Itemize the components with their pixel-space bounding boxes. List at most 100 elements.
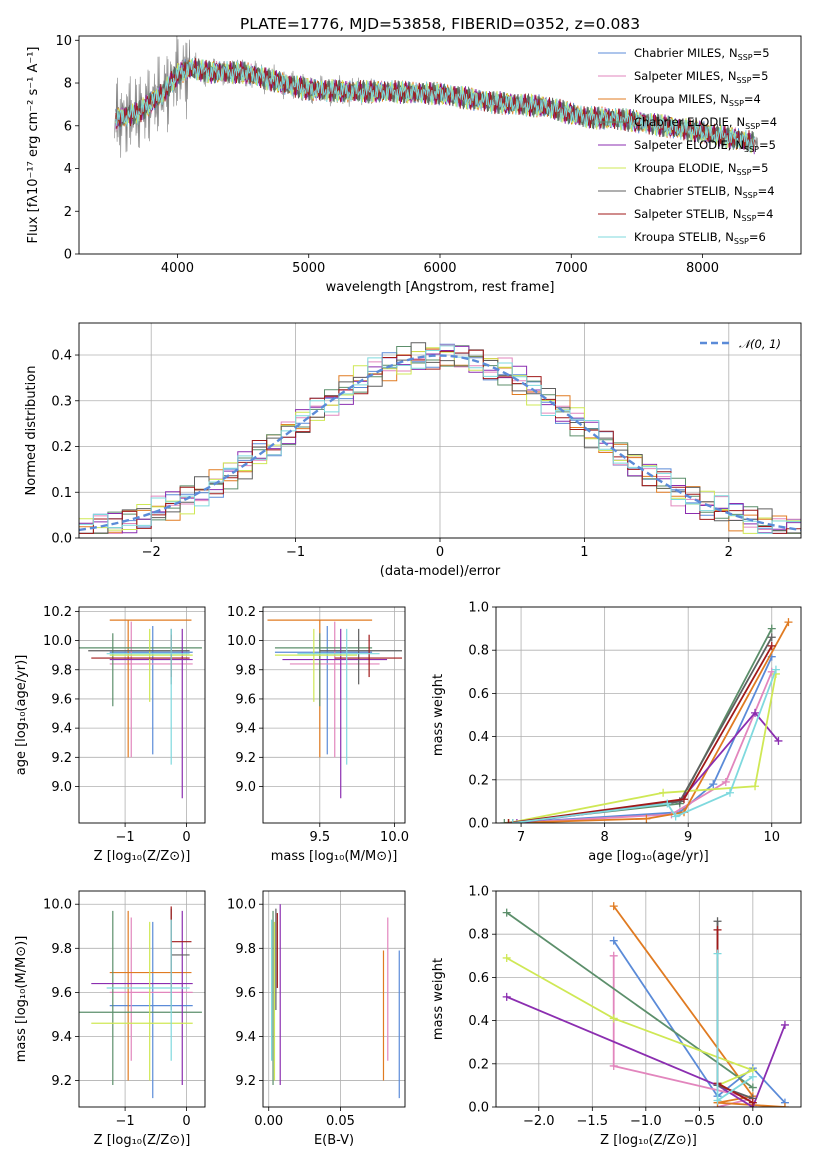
y-tick-label: 10.0 — [43, 898, 72, 913]
mass-weight-marker — [502, 992, 511, 1001]
mass-weight-marker — [500, 819, 509, 823]
legend-model-name: Kroupa STELIB, — [634, 230, 721, 244]
mass-weight-series-line — [612, 940, 786, 1104]
mass-weight-marker — [767, 624, 776, 633]
x-tick-label: −2 — [142, 545, 161, 560]
y-tick-label: 9.6 — [235, 692, 256, 707]
y-tick-label: 0.2 — [468, 1057, 489, 1072]
y-tick-label: 9.6 — [235, 986, 256, 1001]
legend-n: N — [737, 115, 746, 129]
y-tick-label: 9.6 — [51, 692, 72, 707]
plot-area — [79, 619, 202, 799]
spectrum-legend: Chabrier MILES, NSSP=5 Salpeter MILES, N SSP… — [598, 46, 777, 246]
legend-model-name: Salpeter STELIB, — [634, 207, 729, 221]
residual-histogram — [79, 345, 801, 534]
y-tick-label: 0.8 — [468, 928, 489, 943]
normal-reference-curve — [79, 354, 801, 532]
x-tick-label: 5000 — [292, 261, 325, 276]
mass-weight-marker — [675, 797, 684, 806]
x-tick-label: −1.5 — [577, 1114, 609, 1129]
x-tick-label: 0 — [436, 545, 444, 560]
x-tick-label: 9.5 — [309, 830, 330, 845]
mass-weight-series-line — [508, 673, 777, 823]
y-tick-label: 10.2 — [43, 605, 72, 620]
mass-weight-series-line — [716, 929, 754, 1104]
mass-weight-marker — [609, 951, 618, 960]
x-tick-label: −1.0 — [630, 1114, 662, 1129]
x-axis-label: Z [log₁₀(Z/Z⊙)] — [94, 849, 191, 864]
mass-weight-marker — [713, 949, 722, 958]
y-tick-label: 9.0 — [235, 780, 256, 795]
residual-histogram — [79, 349, 801, 534]
x-axis-label: (data-model)/error — [380, 564, 501, 579]
legend-ssp-sub: SSP — [744, 145, 759, 154]
x-tick-label: −1 — [116, 1114, 135, 1129]
x-tick-label: −2.0 — [523, 1114, 555, 1129]
legend-model-name: Kroupa ELODIE, — [634, 161, 724, 175]
y-axis-label: mass weight — [431, 958, 446, 1040]
plot-area — [500, 618, 793, 823]
y-tick-label: 10.0 — [227, 634, 256, 649]
y-tick-label: 0.0 — [468, 1101, 489, 1116]
axes-frame — [78, 606, 206, 824]
legend-eq: = — [751, 161, 761, 175]
legend-eq: = — [758, 184, 768, 198]
legend-nssp-value: 4 — [766, 207, 773, 221]
x-tick-label: 6000 — [423, 261, 456, 276]
y-tick-label: 0.4 — [51, 349, 72, 364]
x-tick-label: 7 — [517, 830, 525, 845]
y-tick-label: 9.8 — [235, 942, 256, 957]
x-tick-label: 0.05 — [326, 1114, 355, 1129]
plot-area — [502, 902, 789, 1107]
model-spectrum-line — [115, 58, 755, 152]
y-tick-label: 2 — [64, 205, 72, 220]
legend-eq: = — [744, 92, 754, 106]
y-tick-label: 10.0 — [43, 634, 72, 649]
mass-weight-marker — [609, 902, 618, 911]
legend-nssp-value: 6 — [759, 230, 766, 244]
y-tick-label: 0.6 — [468, 687, 489, 702]
mass-weight-marker — [725, 788, 734, 797]
axes-frame — [495, 890, 802, 1108]
x-tick-label: −1 — [286, 545, 305, 560]
figure-title: PLATE=1776, MJD=53858, FIBERID=0352, z=0… — [240, 15, 640, 33]
mass-weight-marker — [512, 819, 521, 823]
legend-entry: Chabrier MILES, NSSP=5 — [634, 46, 770, 62]
legend-entry: 𝒩(0, 1) — [739, 337, 781, 351]
mass-weight-marker — [771, 665, 780, 674]
x-tick-label: 0 — [182, 830, 190, 845]
panel-mass-weight-vs-age: 7 8 9 10 0.0 0.2 0.4 0.6 0.8 1.0 age [log₁₀(age/yr… — [431, 601, 802, 864]
legend-entry: Kroupa STELIB, NSSP=6 — [634, 230, 766, 246]
y-tick-label: 9.0 — [51, 780, 72, 795]
legend-ssp-sub: SSP — [729, 99, 744, 108]
legend-eq: = — [749, 230, 759, 244]
y-tick-label: 10.2 — [227, 605, 256, 620]
x-tick-label: 2 — [725, 545, 733, 560]
y-tick-label: 6 — [64, 119, 72, 134]
mass-weight-marker — [713, 1096, 722, 1105]
legend-n: N — [734, 184, 743, 198]
legend-n: N — [728, 161, 737, 175]
legend-nssp-value: 4 — [754, 92, 761, 106]
legend-n: N — [733, 207, 742, 221]
y-tick-label: 9.2 — [51, 1074, 72, 1089]
x-axis-label: E(B-V) — [314, 1133, 354, 1148]
x-tick-label: 10 — [763, 830, 780, 845]
mass-weight-series-line — [512, 669, 777, 823]
mass-weight-marker — [663, 799, 672, 808]
y-tick-label: 9.4 — [235, 1030, 256, 1045]
panel-mass-weight-vs-Z: −2.0 −1.5 −1.0 −0.5 0.0 0.0 0.2 0.4 0.6 0.8 1.0 Z [… — [431, 885, 802, 1148]
mass-weight-marker — [609, 936, 618, 945]
legend-model-name: Salpeter MILES, — [634, 69, 724, 83]
x-tick-label: 0.00 — [254, 1114, 283, 1129]
mass-weight-marker — [721, 777, 730, 786]
legend-eq: = — [759, 138, 769, 152]
x-axis-label: Z [log₁₀(Z/Z⊙)] — [94, 1133, 191, 1148]
y-tick-label: 9.2 — [235, 751, 256, 766]
legend-entry: Salpeter STELIB, NSSP=4 — [634, 207, 773, 223]
plot-area — [79, 342, 801, 534]
y-tick-label: 9.4 — [51, 1030, 72, 1045]
y-tick-label: 0.3 — [51, 394, 72, 409]
panel-mass-vs-EBV: 0.00 0.05 9.2 9.4 9.6 9.8 10.0 E(B-V) — [227, 890, 406, 1148]
